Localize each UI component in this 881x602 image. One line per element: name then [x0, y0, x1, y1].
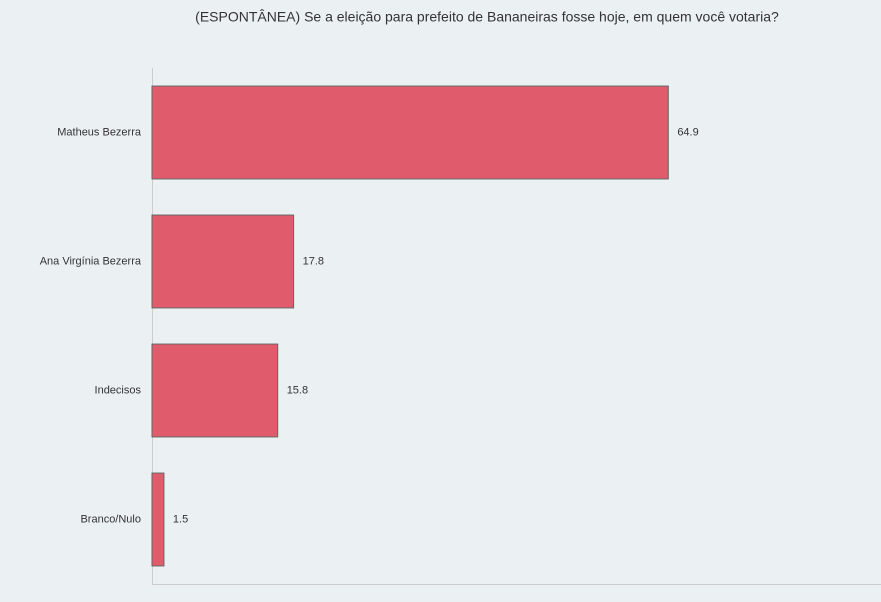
chart-title: (ESPONTÂNEA) Se a eleição para prefeito …: [195, 9, 779, 25]
y-tick-label: Matheus Bezerra: [57, 126, 142, 138]
bar: [151, 343, 279, 438]
bar: [151, 214, 295, 309]
bar: [151, 472, 165, 567]
data-label: 17.8: [303, 255, 324, 267]
data-label: 64.9: [677, 126, 698, 138]
y-tick-label: Branco/Nulo: [80, 513, 141, 525]
data-label: 15.8: [287, 384, 308, 396]
y-tick-label: Ana Virgínia Bezerra: [40, 255, 142, 267]
data-label: 1.5: [173, 513, 188, 525]
y-tick-label: Indecisos: [95, 384, 142, 396]
bar: [151, 85, 669, 180]
